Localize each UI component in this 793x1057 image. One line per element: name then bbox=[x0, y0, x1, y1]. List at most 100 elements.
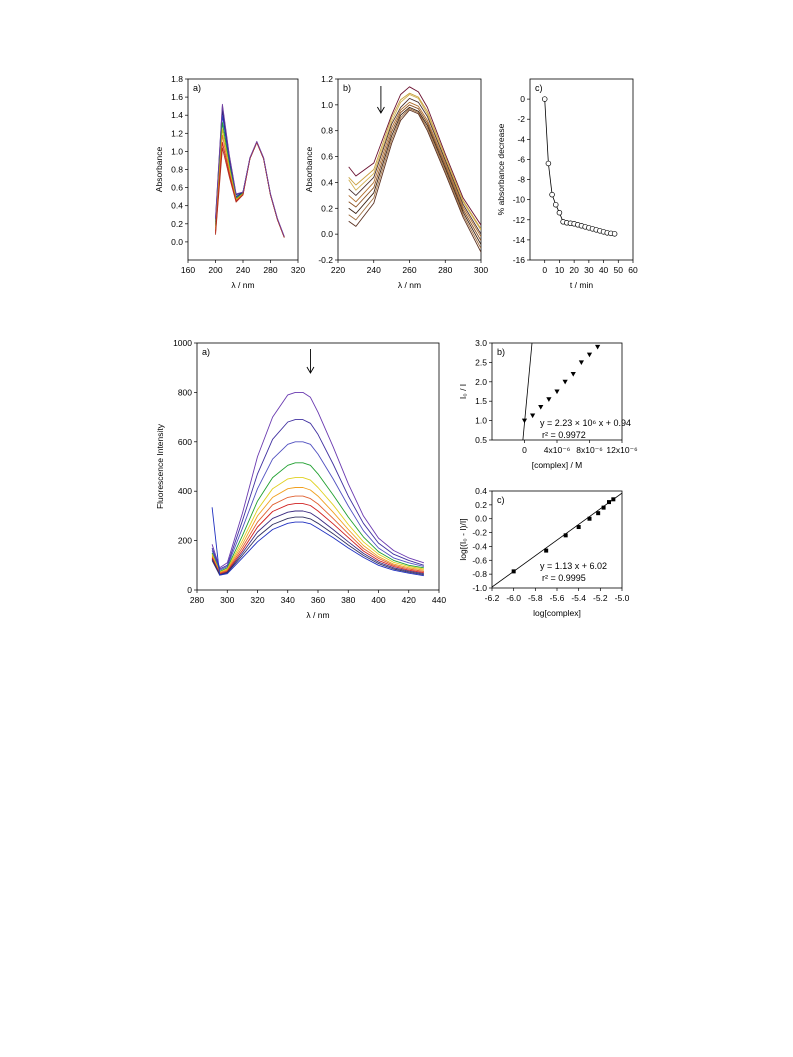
series-group bbox=[541, 96, 618, 237]
series-line bbox=[348, 104, 481, 241]
plot-frame bbox=[337, 78, 482, 261]
y-axis-label: Fluorescence Intensity bbox=[155, 423, 165, 509]
y-tick-label: 0.0 bbox=[171, 237, 183, 247]
y-tick-label: 1000 bbox=[173, 338, 192, 348]
data-point bbox=[554, 389, 560, 395]
y-tick-label: 0.8 bbox=[321, 126, 333, 136]
fit-r-squared: r² = 0.9995 bbox=[542, 573, 586, 583]
data-point bbox=[521, 418, 528, 424]
series-group bbox=[348, 86, 481, 253]
y-tick-label: 2.0 bbox=[475, 377, 487, 387]
panel-label: c) bbox=[497, 495, 505, 505]
x-tick-label: 440 bbox=[432, 595, 446, 605]
series-line bbox=[348, 108, 481, 249]
series-line bbox=[215, 103, 285, 237]
panel-top-c: 0 10 20 30 40 50 60 0 -2 -4 -6 -8 -10 -12 -14 -16 t / mi… bbox=[496, 78, 638, 290]
series-line bbox=[348, 97, 481, 235]
x-tick-label: 360 bbox=[311, 595, 325, 605]
data-point bbox=[545, 160, 552, 167]
x-tick-label: 160 bbox=[181, 265, 195, 275]
series-line bbox=[211, 503, 424, 575]
data-point bbox=[576, 525, 581, 530]
y-tick-label: 200 bbox=[178, 536, 192, 546]
panel-top-b: 220 240 260 280 300 -0.2 0.0 0.2 0.4 0.6 0.8 1.0 1.2… bbox=[304, 74, 488, 290]
panel-bottom-b: 0 4x10⁻⁶ 8x10⁻⁶ 12x10⁻⁶ 0.5 1.0 1.5 2.0 2.5 3.0 [c… bbox=[458, 338, 638, 470]
data-point bbox=[570, 372, 576, 377]
x-tick-label: 220 bbox=[331, 265, 345, 275]
series-line bbox=[348, 101, 481, 237]
series-line bbox=[211, 495, 424, 574]
x-tick-label: 280 bbox=[263, 265, 277, 275]
x-tick-label: -5.8 bbox=[528, 593, 543, 603]
data-point bbox=[563, 533, 568, 538]
y-axis-label: Absorbance bbox=[304, 147, 314, 193]
series-line bbox=[215, 105, 285, 238]
series-line bbox=[348, 109, 481, 253]
data-point bbox=[562, 379, 568, 385]
data-point bbox=[538, 405, 544, 410]
y-tick-label: 0.2 bbox=[171, 219, 183, 229]
data-point bbox=[596, 511, 601, 516]
y-axis-label: % absorbance decrease bbox=[496, 123, 506, 215]
y-tick-label: 0 bbox=[520, 94, 525, 104]
x-tick-label: -5.2 bbox=[593, 593, 608, 603]
panel-label: b) bbox=[497, 347, 505, 357]
series-line bbox=[211, 462, 424, 572]
x-tick-label: 30 bbox=[584, 265, 594, 275]
panel-bottom-c: -6.2 -6.0 -5.8 -5.6 -5.4 -5.2 -5.0 -1.0 -0.8 -0.6… bbox=[458, 486, 630, 618]
x-tick-label: 4x10⁻⁶ bbox=[544, 445, 570, 455]
panel-label: c) bbox=[535, 83, 543, 93]
y-tick-label: 600 bbox=[178, 437, 192, 447]
plot-frame bbox=[529, 78, 634, 261]
x-tick-label: 280 bbox=[438, 265, 452, 275]
series-line bbox=[211, 477, 424, 573]
x-tick-label: 240 bbox=[367, 265, 381, 275]
y-axis-label: Absorbance bbox=[154, 147, 164, 193]
y-tick-label: 0.0 bbox=[321, 229, 333, 239]
series-group bbox=[215, 103, 285, 238]
x-tick-label: 320 bbox=[250, 595, 264, 605]
x-tick-label: 0 bbox=[542, 265, 547, 275]
y-tick-label: 0.5 bbox=[475, 435, 487, 445]
y-tick-label: 0 bbox=[187, 585, 192, 595]
y-tick-label: 0.4 bbox=[321, 177, 333, 187]
y-tick-label: 1.2 bbox=[321, 74, 333, 84]
x-tick-label: 60 bbox=[628, 265, 638, 275]
y-tick-label: -2 bbox=[517, 114, 525, 124]
fit-equation: y = 1.13 x + 6.02 bbox=[540, 561, 607, 571]
series-line bbox=[211, 487, 424, 574]
y-tick-label: 1.8 bbox=[171, 74, 183, 84]
data-point bbox=[549, 191, 555, 198]
x-tick-label: -6.0 bbox=[506, 593, 521, 603]
y-tick-label: -0.2 bbox=[318, 255, 333, 265]
x-axis-label: [complex] / M bbox=[532, 460, 583, 470]
x-tick-label: 340 bbox=[281, 595, 295, 605]
data-point bbox=[601, 505, 606, 510]
x-tick-label: 400 bbox=[371, 595, 385, 605]
x-tick-label: 420 bbox=[402, 595, 416, 605]
y-tick-label: -0.4 bbox=[472, 541, 487, 551]
y-tick-label: -0.2 bbox=[472, 528, 487, 538]
y-tick-label: 0.0 bbox=[475, 514, 487, 524]
data-point bbox=[586, 352, 593, 358]
data-point bbox=[607, 500, 611, 505]
x-tick-label: 50 bbox=[614, 265, 624, 275]
panel-label: b) bbox=[343, 83, 351, 93]
plot-frame bbox=[196, 342, 440, 591]
y-tick-label: 0.6 bbox=[321, 152, 333, 162]
series-line bbox=[211, 510, 424, 576]
data-point bbox=[595, 344, 601, 350]
y-tick-label: -0.6 bbox=[472, 555, 487, 565]
series-line bbox=[348, 106, 481, 245]
y-tick-label: 1.4 bbox=[171, 110, 183, 120]
x-tick-label: -6.2 bbox=[485, 593, 500, 603]
data-point bbox=[511, 569, 516, 574]
y-tick-label: -0.8 bbox=[472, 569, 487, 579]
x-tick-label: 300 bbox=[474, 265, 488, 275]
x-axis-label: t / min bbox=[570, 280, 593, 290]
data-point bbox=[530, 413, 536, 419]
series-line bbox=[348, 86, 481, 226]
y-tick-label: 1.0 bbox=[321, 100, 333, 110]
series-line bbox=[211, 441, 425, 571]
